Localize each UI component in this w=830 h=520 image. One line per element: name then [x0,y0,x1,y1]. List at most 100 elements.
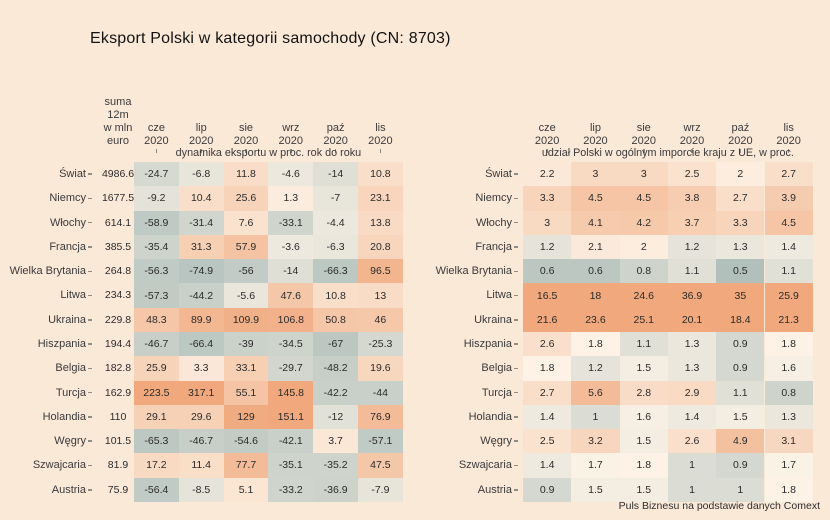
row-total-value: 1677.5 [101,192,135,205]
heatmap-cell: -6.8 [178,162,224,187]
heatmap-cell: 3.8 [667,186,717,211]
row-tick [88,416,92,418]
panel-subtitle: dynamika eksportu w proc. rok do roku [175,147,362,159]
heatmap-cell: 46 [358,307,403,332]
heatmap-cell: 1.7 [764,453,813,478]
heatmap-cell: -33.1 [268,210,314,235]
row-total-value: 229.8 [104,313,132,326]
heatmap-cell: 1.5 [619,477,668,502]
row-total-value: 385.5 [104,240,132,253]
row-total-value: 4986.6 [101,168,135,180]
heatmap-cell: 1 [571,404,620,430]
row-tick [514,246,518,248]
row-tick [514,173,518,175]
heatmap-cell: 55.1 [223,380,269,405]
heatmap-cell: 2.6 [667,429,717,454]
heatmap-cell: 18.4 [716,307,765,332]
heatmap-cell: -31.4 [178,210,224,235]
heatmap-cell: 18 [571,283,620,308]
row-tick [88,367,92,370]
heatmap-cell: 145.8 [268,380,314,405]
heatmap-cell: -24.7 [134,162,179,187]
heatmap-cell: -36.9 [313,477,358,502]
heatmap-cell: 2.5 [523,429,572,454]
heatmap-cell: 17.2 [134,453,179,478]
heatmap-cell: 50.8 [313,307,358,332]
row-label: Hiszpania [463,337,512,350]
heatmap-cell: 1.8 [764,477,813,502]
heatmap-cell: 1.1 [764,259,813,284]
heatmap-cell: 2 [619,234,668,260]
heatmap-cell: 3 [619,162,668,187]
heatmap-cell: 13 [358,283,403,308]
heatmap-cell: -46.7 [178,429,224,454]
row-label: Belgia [55,362,86,375]
heatmap-cell: 3.1 [764,429,813,454]
heatmap-cell: 47.6 [268,283,314,308]
heatmap-cell: 2.7 [764,162,813,187]
heatmap-cell: 1.1 [716,380,765,405]
heatmap-cell: 89.9 [178,307,224,332]
row-tick [88,197,92,200]
heatmap-cell: 11.8 [223,162,269,187]
heatmap-cell: 7.6 [223,210,269,235]
row-label: Hiszpania [37,337,86,350]
row-tick [88,319,92,321]
heatmap-cell: 151.1 [268,404,314,430]
heatmap-cell: 4.9 [716,429,765,454]
row-label: Francja [49,240,86,253]
month-tick [245,149,247,153]
heatmap-cell: 0.6 [571,259,620,284]
heatmap-cell: -6.3 [313,234,358,260]
row-label: Ukraina [48,313,86,326]
heatmap-cell: -4.6 [268,162,314,187]
row-label: Austria [51,483,86,496]
heatmap-cell: 1.2 [667,234,717,260]
month-tick [643,149,645,153]
heatmap-cell: -3.6 [268,234,314,260]
heatmap-cell: 29.6 [178,404,224,430]
heatmap-cell: 1.2 [571,356,620,381]
heatmap-cell: -56.3 [134,259,179,284]
heatmap-cell: 1.4 [523,404,572,430]
heatmap-cell: 2.6 [523,331,572,357]
heatmap-cell: 3.7 [313,429,358,454]
row-label: Litwa [486,289,512,302]
heatmap-cell: 47.5 [358,453,403,478]
heatmap-cell: -35.2 [313,453,358,478]
heatmap-cell: 5.6 [571,380,620,405]
month-tick [739,149,742,153]
heatmap-cell: 1.3 [667,356,717,381]
row-total-value: 110 [109,410,127,423]
row-label: Szwajcaria [458,459,512,472]
heatmap-cell: 96.5 [358,259,403,284]
heatmap-cell: 16.5 [523,283,572,308]
heatmap-cell: -65.3 [134,429,179,454]
heatmap-cell: 23.6 [571,307,620,332]
heatmap-cell: -7.9 [358,477,403,502]
heatmap-cell: 1.5 [619,429,668,454]
heatmap-cell: 3.3 [716,210,765,235]
row-total-value: 264.8 [104,265,132,278]
heatmap-cell: 2.5 [667,162,717,187]
month-tick [546,149,548,153]
heatmap-cell: 0.9 [523,477,572,502]
heatmap-cell: -34.5 [268,331,314,357]
row-label: Ukraina [474,313,512,326]
heatmap-cell: -25.3 [358,331,403,357]
heatmap-cell: -14 [313,162,358,187]
heatmap-cell: 57.9 [223,234,269,260]
month-tick [594,149,597,153]
row-tick [88,294,92,297]
row-tick [514,489,518,491]
heatmap-cell: 10.4 [178,186,224,211]
row-label: Węgry [54,435,86,448]
heatmap-cell: 0.6 [523,259,572,284]
heatmap-cell: -58.9 [134,210,179,235]
heatmap-cell: -66.4 [178,331,224,357]
month-tick [334,149,337,153]
month-header: lip 2020 [583,122,608,147]
heatmap-cell: 1.4 [764,234,813,260]
row-label: Włochy [475,216,512,229]
